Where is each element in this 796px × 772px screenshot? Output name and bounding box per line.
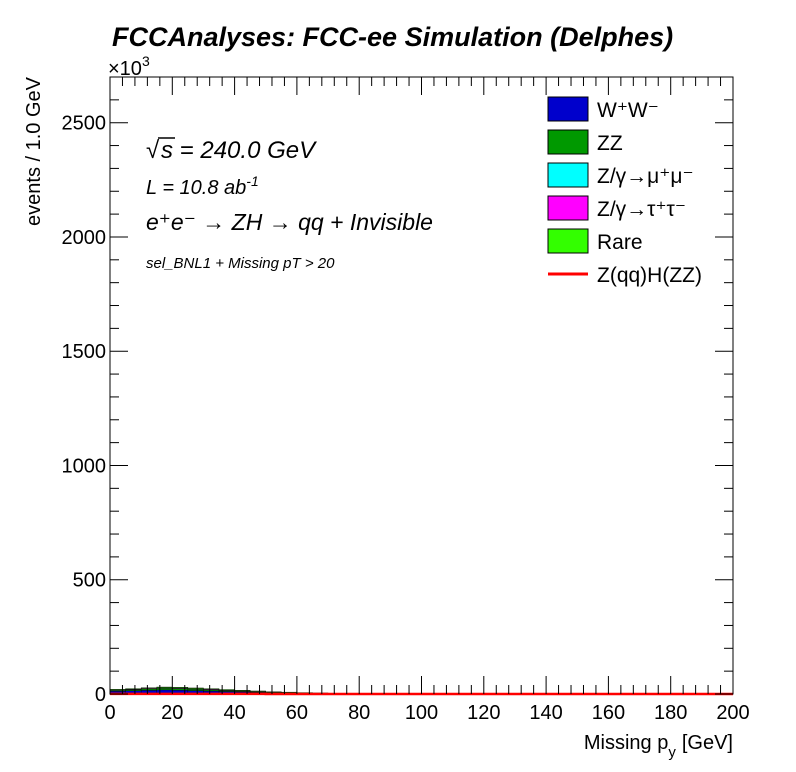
bar-4-4: [172, 687, 189, 689]
bar-4-2: [140, 687, 157, 689]
luminosity-annotation: L = 10.8 ab-1: [146, 173, 259, 199]
y-tick-label: 1500: [62, 341, 107, 363]
legend-label: Z(qq)H(ZZ): [597, 264, 702, 287]
legend-item: Z/γ→τ⁺τ⁻: [547, 195, 686, 221]
bar-4-6: [203, 688, 220, 690]
legend-item: Rare: [547, 228, 643, 254]
lumi-exp: -1: [246, 173, 258, 189]
x-tick-label: 200: [716, 702, 749, 724]
bar-4-9: [249, 690, 266, 692]
y-tick-label: 2500: [62, 113, 107, 135]
x-tick-label: 40: [223, 702, 245, 724]
bar-4-5: [187, 687, 204, 689]
x-axis-label: Missing py [GeV]: [584, 732, 733, 761]
y-tick-labels: 0 500 1000 1500 2000 2500: [62, 113, 107, 706]
x-tick-label: 100: [405, 702, 438, 724]
x-tick-label: 140: [529, 702, 562, 724]
bar-4-1: [125, 688, 142, 690]
bar-4-7: [218, 689, 235, 691]
x-tick-labels: 0 20 40 60 80 100 120 140 160 180 200: [104, 702, 749, 724]
x-tick-label: 20: [161, 702, 183, 724]
legend-swatch: [547, 129, 589, 155]
energy-annotation: s = 240.0 GeV: [161, 137, 317, 164]
x-tick-label: 160: [592, 702, 625, 724]
y-axis-label: events / 1.0 GeV: [23, 76, 45, 226]
x-axis-label-sub: y: [668, 744, 676, 761]
lumi-label: L = 10.8 ab: [146, 177, 246, 199]
bar-4-8: [234, 690, 251, 692]
y-tick-label: 500: [73, 570, 106, 592]
legend-swatch: [547, 195, 589, 221]
x-tick-label: 120: [467, 702, 500, 724]
x-tick-label: 0: [104, 702, 115, 724]
y-tick-label: 1000: [62, 455, 107, 477]
selection-annotation: sel_BNL1 + Missing pT > 20: [146, 255, 335, 272]
legend-item: Z(qq)H(ZZ): [548, 264, 702, 287]
x-tick-label: 80: [348, 702, 370, 724]
x-axis-label-unit: [GeV]: [682, 732, 733, 754]
sqrt-s-label: s: [161, 137, 173, 164]
x-axis-label-main: Missing p: [584, 732, 668, 754]
sqrt-s-symbol: √: [146, 137, 160, 164]
energy-label: = 240.0 GeV: [173, 137, 317, 164]
legend-label: Z/γ→τ⁺τ⁻: [597, 198, 686, 221]
histogram-stack: [109, 686, 733, 696]
y-multiplier-base: ×10: [108, 58, 142, 80]
x-tick-label: 180: [654, 702, 687, 724]
legend-swatch: [547, 96, 589, 122]
bar-4-11: [281, 691, 298, 693]
bar-4-3: [156, 686, 173, 688]
legend-label: Rare: [597, 231, 643, 254]
bar-4-10: [265, 691, 282, 693]
bar-4-0: [109, 689, 126, 691]
x-tick-label: 60: [286, 702, 308, 724]
y-multiplier: ×103: [108, 53, 150, 80]
legend-label: W⁺W⁻: [597, 99, 659, 122]
legend-item: ZZ: [547, 129, 623, 155]
legend-label: Z/γ→μ⁺μ⁻: [597, 165, 694, 188]
legend-item: Z/γ→μ⁺μ⁻: [547, 162, 694, 188]
legend-item: W⁺W⁻: [547, 96, 659, 122]
chart-title: FCCAnalyses: FCC-ee Simulation (Delphes): [112, 22, 673, 52]
y-tick-label: 0: [95, 684, 106, 706]
legend: W⁺W⁻ ZZ Z/γ→μ⁺μ⁻ Z/γ→τ⁺τ⁻ Rare Z(qq)H(ZZ): [547, 96, 702, 287]
annotations: √ s = 240.0 GeV L = 10.8 ab-1 e⁺e⁻ → ZH …: [146, 137, 433, 272]
legend-label: ZZ: [597, 132, 623, 155]
process-annotation: e⁺e⁻ → ZH → qq + Invisible: [146, 209, 433, 235]
legend-swatch: [547, 228, 589, 254]
axis-ticks: [109, 76, 734, 695]
y-tick-label: 2000: [62, 227, 107, 249]
legend-swatch: [547, 162, 589, 188]
y-multiplier-exp: 3: [142, 53, 150, 69]
